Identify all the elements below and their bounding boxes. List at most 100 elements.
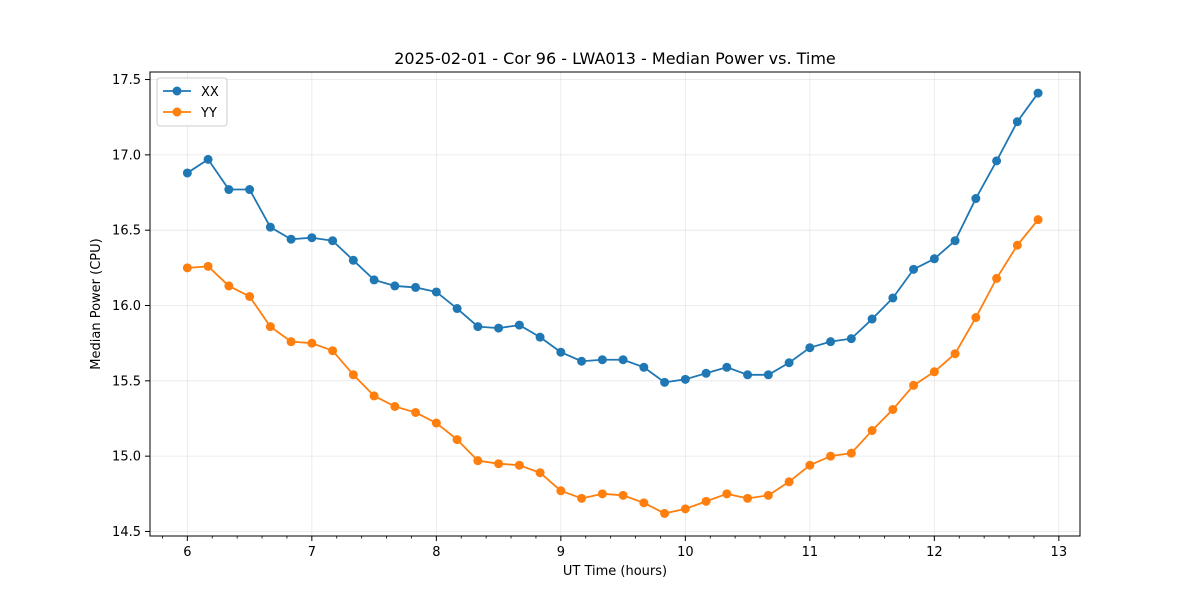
data-point-yy <box>182 263 192 273</box>
data-point-xx <box>411 282 421 292</box>
data-point-xx <box>846 334 856 344</box>
data-point-xx <box>307 233 317 243</box>
legend-marker-yy <box>172 107 182 117</box>
data-point-xx <box>265 222 275 232</box>
data-point-xx <box>1012 117 1022 127</box>
grid <box>150 72 1080 536</box>
data-point-xx <box>909 264 919 274</box>
x-tick-label: 6 <box>183 545 191 560</box>
data-point-xx <box>1033 88 1043 98</box>
data-point-yy <box>597 489 607 499</box>
x-tick-label: 7 <box>308 545 316 560</box>
data-point-yy <box>431 418 441 428</box>
data-point-xx <box>660 377 670 387</box>
data-point-yy <box>867 426 877 436</box>
data-point-xx <box>888 293 898 303</box>
data-point-yy <box>805 460 815 470</box>
data-point-yy <box>577 493 587 503</box>
data-point-yy <box>473 456 483 466</box>
data-point-yy <box>348 370 358 380</box>
data-point-yy <box>286 337 296 347</box>
data-point-xx <box>639 362 649 372</box>
data-point-xx <box>369 275 379 285</box>
data-point-xx <box>286 234 296 244</box>
data-point-xx <box>390 281 400 291</box>
series-layer <box>182 88 1043 518</box>
data-point-yy <box>722 489 732 499</box>
data-point-yy <box>846 448 856 458</box>
data-point-yy <box>265 322 275 332</box>
y-tick-label: 16.5 <box>112 224 141 239</box>
data-point-yy <box>680 504 690 514</box>
data-point-xx <box>929 254 939 264</box>
data-point-yy <box>826 451 836 461</box>
y-axis-label: Median Power (CPU) <box>89 238 104 369</box>
data-point-xx <box>867 314 877 324</box>
y-tick-label: 17.0 <box>112 148 141 163</box>
data-point-yy <box>452 435 462 445</box>
y-tick-label: 15.5 <box>112 374 141 389</box>
x-tick-label: 13 <box>1051 545 1068 560</box>
data-point-yy <box>390 401 400 411</box>
data-point-xx <box>535 332 545 342</box>
data-point-xx <box>743 370 753 380</box>
data-point-yy <box>763 490 773 500</box>
data-point-xx <box>328 236 338 246</box>
data-point-xx <box>494 323 504 333</box>
data-point-yy <box>494 459 504 469</box>
data-point-xx <box>618 355 628 365</box>
data-point-yy <box>992 273 1002 283</box>
data-point-yy <box>514 460 524 470</box>
data-point-xx <box>431 287 441 297</box>
data-point-xx <box>224 185 234 195</box>
data-point-yy <box>369 391 379 401</box>
data-point-yy <box>245 291 255 301</box>
data-point-yy <box>618 490 628 500</box>
data-point-yy <box>639 498 649 508</box>
y-tick-label: 16.0 <box>112 299 141 314</box>
x-tick-label: 8 <box>432 545 440 560</box>
data-point-yy <box>660 508 670 518</box>
data-point-yy <box>1012 240 1022 250</box>
x-axis-label: UT Time (hours) <box>563 564 667 579</box>
data-point-xx <box>245 185 255 195</box>
data-point-yy <box>307 338 317 348</box>
data-point-xx <box>577 356 587 366</box>
data-point-xx <box>452 304 462 314</box>
y-tick-label: 14.5 <box>112 525 141 540</box>
data-point-xx <box>514 320 524 330</box>
data-point-yy <box>743 493 753 503</box>
data-point-yy <box>784 477 794 487</box>
legend-marker-xx <box>172 86 182 96</box>
data-point-xx <box>805 343 815 353</box>
data-point-xx <box>826 337 836 347</box>
data-point-xx <box>203 154 213 164</box>
y-axis-ticks: 14.5 15.0 15.5 16.0 16.5 17.0 17.5 <box>112 73 150 540</box>
data-point-yy <box>950 349 960 359</box>
y-tick-label: 15.0 <box>112 450 141 465</box>
data-point-xx <box>763 370 773 380</box>
data-point-xx <box>992 156 1002 166</box>
data-point-yy <box>535 468 545 478</box>
data-point-yy <box>203 261 213 271</box>
data-point-xx <box>182 168 192 178</box>
data-point-yy <box>411 407 421 417</box>
data-point-yy <box>909 380 919 390</box>
x-tick-label: 10 <box>677 545 694 560</box>
data-point-yy <box>888 404 898 414</box>
data-point-yy <box>556 486 566 496</box>
data-point-xx <box>348 255 358 265</box>
data-point-yy <box>224 281 234 291</box>
data-point-xx <box>680 374 690 384</box>
legend-label-yy: YY <box>200 106 217 121</box>
data-point-yy <box>929 367 939 377</box>
data-point-xx <box>722 362 732 372</box>
data-point-yy <box>328 346 338 356</box>
data-point-xx <box>473 322 483 332</box>
chart-title: 2025-02-01 - Cor 96 - LWA013 - Median Po… <box>394 49 836 68</box>
x-tick-label: 11 <box>802 545 819 560</box>
data-point-xx <box>701 368 711 378</box>
data-point-yy <box>701 496 711 506</box>
data-point-xx <box>597 355 607 365</box>
